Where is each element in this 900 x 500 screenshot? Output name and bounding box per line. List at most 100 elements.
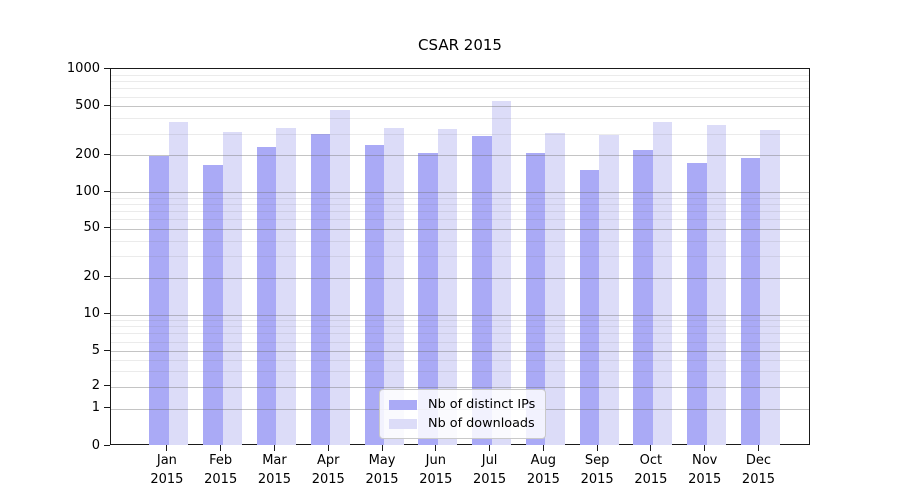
x-tick-month: Jun: [425, 453, 446, 468]
bar-distinct-ips-jan: [149, 155, 169, 445]
x-tick-month: Jul: [481, 453, 498, 468]
x-tick-label: Dec 2015: [730, 451, 786, 489]
legend-item-distinct-ips: Nb of distinct IPs: [389, 395, 536, 414]
bar-downloads-sep: [599, 135, 619, 445]
x-tick-month: May: [368, 453, 396, 468]
bar-downloads-apr: [330, 110, 350, 445]
x-tick-year: 2015: [311, 472, 345, 487]
x-tick-month: Jan: [156, 453, 177, 468]
y-tick-label: 1: [91, 400, 100, 416]
legend-swatch-downloads: [389, 418, 417, 429]
y-tick-label: 2: [91, 378, 100, 394]
y-tick-label: 500: [75, 97, 100, 113]
legend-label-distinct-ips: Nb of distinct IPs: [428, 397, 536, 412]
gridline-minor-4: [111, 360, 809, 361]
gridline-minor-400: [111, 118, 809, 120]
x-tick-mark-aug: [542, 445, 544, 451]
bar-downloads-mar: [276, 127, 296, 445]
x-tick-mark-jan: [166, 445, 168, 451]
y-tick-label: 5: [91, 342, 100, 358]
x-tick-mark-feb: [220, 445, 222, 451]
x-tick-month: Mar: [262, 453, 287, 468]
y-tick-label: 20: [83, 269, 100, 285]
bar-downloads-feb: [222, 131, 243, 445]
y-tick-mark-1000: [104, 68, 110, 69]
bar-distinct-ips-dec: [740, 157, 761, 445]
gridline-minor-40: [111, 240, 809, 242]
x-tick-mark-apr: [327, 445, 329, 451]
y-tick-mark-500: [104, 104, 110, 106]
bar-distinct-ips-may: [364, 144, 385, 445]
gridline-minor-600: [111, 96, 809, 98]
y-tick-mark-100: [104, 190, 110, 192]
x-tick-label: Sep 2015: [569, 451, 625, 489]
x-tick-month: Apr: [316, 453, 340, 468]
gridline-major-500: [111, 106, 809, 108]
x-tick-year: 2015: [150, 472, 184, 487]
bar-downloads-jun: [437, 129, 458, 445]
gridline-minor-700: [111, 88, 809, 90]
y-tick-mark-10: [104, 313, 110, 314]
bar-distinct-ips-nov: [687, 162, 707, 445]
legend-label-downloads: Nb of downloads: [428, 416, 535, 431]
gridline-minor-300: [111, 133, 809, 135]
bar-distinct-ips-apr: [310, 133, 331, 445]
gridline-major-100: [111, 192, 809, 193]
gridline-major-10: [111, 314, 809, 316]
bar-downloads-may: [384, 128, 404, 445]
bar-downloads-aug: [545, 133, 565, 445]
x-tick-year: 2015: [688, 472, 722, 487]
y-tick-label: 100: [75, 183, 100, 199]
x-tick-year: 2015: [741, 472, 776, 487]
chart-title: CSAR 2015: [418, 36, 502, 54]
x-tick-year: 2015: [634, 472, 668, 487]
bar-distinct-ips-jul: [472, 136, 492, 445]
gridline-minor-70: [111, 210, 809, 212]
x-tick-month: Oct: [639, 453, 663, 468]
x-tick-year: 2015: [365, 472, 399, 487]
x-tick-label: Apr 2015: [300, 451, 356, 489]
x-tick-label: May 2015: [354, 451, 410, 489]
y-tick-mark-2: [104, 385, 110, 387]
x-tick-month: Dec: [745, 453, 772, 468]
y-tick-label: 10: [83, 306, 100, 321]
x-tick-mark-sep: [596, 445, 598, 451]
x-tick-label: Jan 2015: [139, 451, 195, 489]
gridline-major-2: [111, 386, 809, 388]
gridline-minor-800: [111, 81, 809, 83]
x-tick-mark-may: [381, 445, 383, 451]
gridline-minor-900: [111, 75, 809, 77]
x-tick-mark-nov: [704, 445, 706, 451]
plot-area: [110, 68, 810, 445]
legend-item-downloads: Nb of downloads: [389, 414, 536, 433]
x-tick-month: Sep: [584, 453, 610, 468]
x-tick-year: 2015: [204, 472, 238, 487]
bar-downloads-dec: [760, 130, 780, 445]
gridline-major-20: [111, 277, 809, 279]
x-tick-label: Aug 2015: [515, 451, 571, 489]
y-tick-mark-200: [104, 153, 110, 155]
x-tick-label: Nov 2015: [677, 451, 733, 489]
bar-downloads-jul: [491, 101, 512, 445]
x-tick-mark-jun: [435, 445, 437, 451]
gridline-minor-8: [111, 326, 809, 328]
x-tick-mark-jul: [489, 445, 491, 451]
x-tick-label: Feb 2015: [193, 451, 249, 489]
gridline-minor-60: [111, 219, 809, 221]
gridline-minor-30: [111, 256, 809, 258]
x-tick-month: Feb: [209, 453, 233, 468]
gridline-major-5: [111, 351, 809, 353]
y-tick-mark-1: [104, 407, 110, 409]
x-tick-label: Oct 2015: [623, 451, 679, 489]
bar-distinct-ips-aug: [525, 152, 546, 445]
x-tick-label: Jun 2015: [408, 451, 464, 489]
x-tick-year: 2015: [580, 472, 614, 487]
legend-swatch-distinct-ips: [389, 399, 417, 410]
x-tick-month: Aug: [530, 453, 557, 468]
x-tick-mark-mar: [273, 445, 275, 451]
x-tick-year: 2015: [257, 472, 291, 487]
gridline-major-200: [111, 155, 809, 157]
bar-downloads-jan: [168, 121, 189, 445]
y-tick-label: 50: [83, 220, 100, 236]
legend: Nb of distinct IPs Nb of downloads: [379, 389, 546, 439]
